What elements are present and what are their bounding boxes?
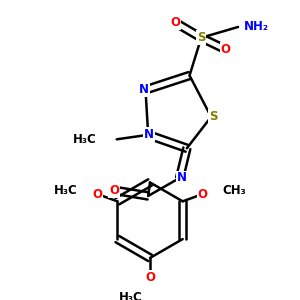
- Text: O: O: [170, 16, 180, 29]
- Text: O: O: [92, 188, 103, 201]
- Text: N: N: [144, 128, 154, 141]
- Text: N: N: [176, 172, 187, 184]
- Text: NH₂: NH₂: [244, 20, 268, 34]
- Text: H₃C: H₃C: [54, 184, 78, 197]
- Text: S: S: [209, 110, 217, 123]
- Text: O: O: [145, 271, 155, 284]
- Text: O: O: [220, 43, 230, 56]
- Text: O: O: [197, 188, 208, 201]
- Text: CH₃: CH₃: [222, 184, 246, 197]
- Text: H₃C: H₃C: [119, 291, 143, 300]
- Text: O: O: [109, 184, 119, 197]
- Text: H₃C: H₃C: [73, 133, 97, 146]
- Text: N: N: [139, 83, 149, 96]
- Text: S: S: [197, 31, 206, 44]
